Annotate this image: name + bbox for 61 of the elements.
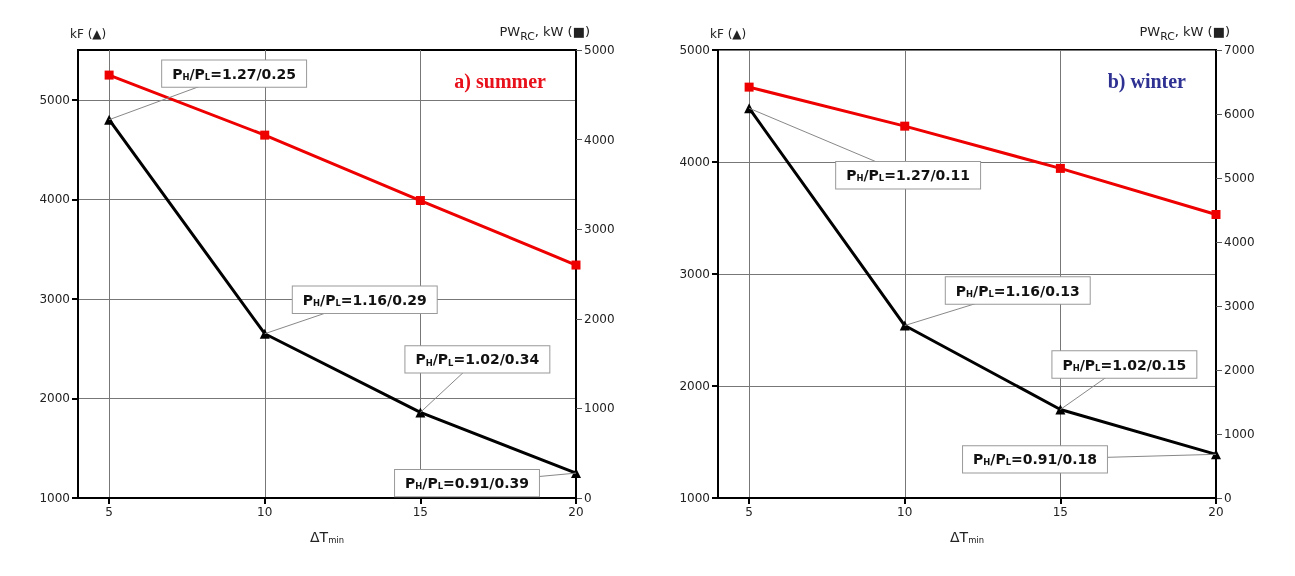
point [259, 328, 270, 339]
y-tick-label: 3000 [679, 267, 710, 281]
x-tick-label: 15 [1052, 505, 1069, 519]
point [899, 320, 910, 331]
y-tick-label: 1000 [679, 491, 710, 505]
y-tick-label: 1000 [39, 491, 70, 505]
point [744, 103, 755, 114]
y2-tick-label: 3000 [1224, 299, 1255, 313]
y2-tick-label: 5000 [584, 43, 615, 57]
point [1211, 209, 1221, 219]
y-tick-label: 5000 [679, 43, 710, 57]
x-tick-label: 15 [412, 505, 429, 519]
x-tick-label: 10 [897, 505, 913, 519]
y2-tick-label: 7000 [1224, 43, 1255, 57]
point [104, 70, 114, 80]
y-tick-label: 3000 [39, 291, 70, 306]
y-tick-label: 2000 [679, 379, 710, 393]
point [104, 114, 115, 125]
y2-tick-label: 2000 [1224, 363, 1255, 377]
annotation: PH/PL=0.91/0.18 [973, 451, 1097, 468]
x-axis-title: ΔTmin [310, 529, 344, 546]
point [415, 196, 425, 206]
annotation: PH/PL=1.27/0.25 [172, 65, 297, 82]
x-tick-label: 20 [568, 505, 584, 519]
annotation: PH/PL=1.27/0.11 [846, 167, 971, 184]
y2-tick-label: 4000 [1224, 235, 1255, 249]
text: a) summer [454, 70, 547, 93]
annotation: PH/PL=0.91/0.39 [405, 475, 529, 492]
y2-tick-label: 1000 [1224, 427, 1255, 441]
point [744, 82, 754, 92]
y-tick-label: 4000 [39, 192, 70, 207]
y2-axis-title: PW$_{RC}$, kW (■) [499, 24, 590, 43]
y2-tick-label: 1000 [584, 401, 615, 416]
y2-axis-title: PW$_{RC}$, kW (■) [1139, 24, 1230, 43]
point [260, 130, 270, 140]
x-tick-label: 20 [1208, 505, 1224, 519]
point [571, 260, 581, 270]
y-axis-title: kF (▲) [710, 27, 747, 41]
x-tick-label: 10 [257, 505, 273, 519]
y2-tick-label: 5000 [1224, 171, 1255, 185]
point [1055, 404, 1066, 415]
y-tick-label: 5000 [39, 92, 70, 107]
point [900, 121, 910, 131]
annotation: PH/PL=1.02/0.15 [1062, 356, 1187, 373]
point [1055, 163, 1065, 173]
text: b) winter [1107, 70, 1187, 93]
y-tick-label: 2000 [39, 391, 70, 406]
y-axis-title: kF (▲) [70, 27, 107, 41]
annotation: PH/PL=1.02/0.34 [415, 351, 540, 368]
y2-tick-label: 0 [1224, 491, 1232, 505]
annotation: PH/PL=1.16/0.29 [302, 291, 427, 308]
annotation: PH/PL=1.16/0.13 [955, 282, 1080, 299]
y-tick-label: 4000 [679, 155, 710, 169]
x-axis-title: ΔTmin [950, 529, 984, 546]
y2-tick-label: 3000 [584, 222, 615, 237]
y2-tick-label: 2000 [584, 311, 615, 326]
x-tick-label: 5 [105, 505, 113, 519]
y2-tick-label: 4000 [584, 132, 615, 147]
y2-tick-label: 0 [584, 491, 592, 505]
x-tick-label: 5 [745, 505, 753, 519]
y2-tick-label: 6000 [1224, 107, 1255, 121]
